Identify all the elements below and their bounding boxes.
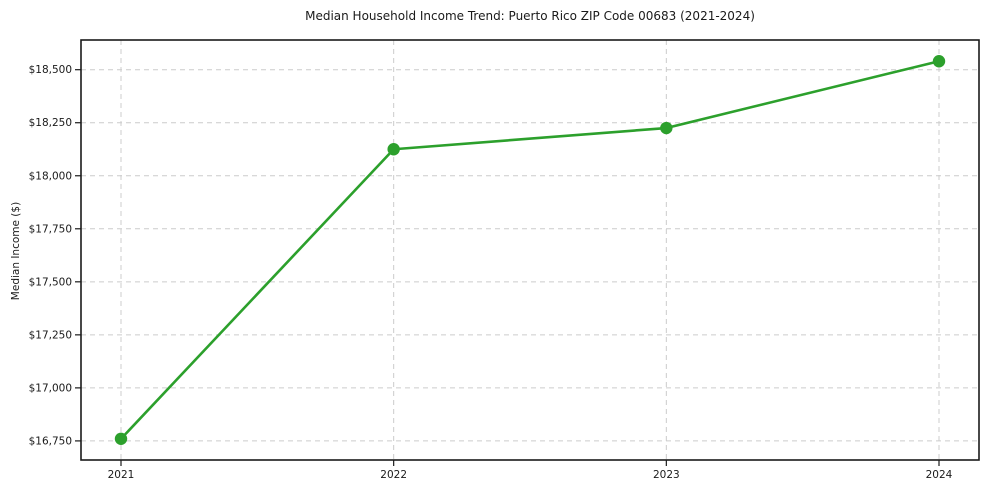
data-point-marker <box>114 432 128 445</box>
x-tick-label: 2024 <box>926 469 953 481</box>
x-tick-label: 2022 <box>380 469 407 481</box>
y-tick-label: $18,000 <box>29 170 72 182</box>
y-tick-label: $16,750 <box>29 435 72 447</box>
y-tick-label: $17,500 <box>29 276 72 288</box>
chart-title: Median Household Income Trend: Puerto Ri… <box>305 9 755 23</box>
data-point-marker <box>932 55 946 68</box>
y-tick-label: $17,750 <box>29 223 72 235</box>
x-tick-label: 2023 <box>653 469 680 481</box>
y-tick-label: $18,250 <box>29 117 72 129</box>
data-point-marker <box>660 121 673 135</box>
y-tick-label: $17,250 <box>29 329 72 341</box>
x-tick-label: 2021 <box>108 469 135 481</box>
data-point-marker <box>387 143 400 156</box>
plot-frame <box>80 39 980 461</box>
y-tick-label: $17,000 <box>29 382 72 394</box>
income-trend-line <box>120 59 940 440</box>
y-tick-label: $18,500 <box>29 64 72 76</box>
